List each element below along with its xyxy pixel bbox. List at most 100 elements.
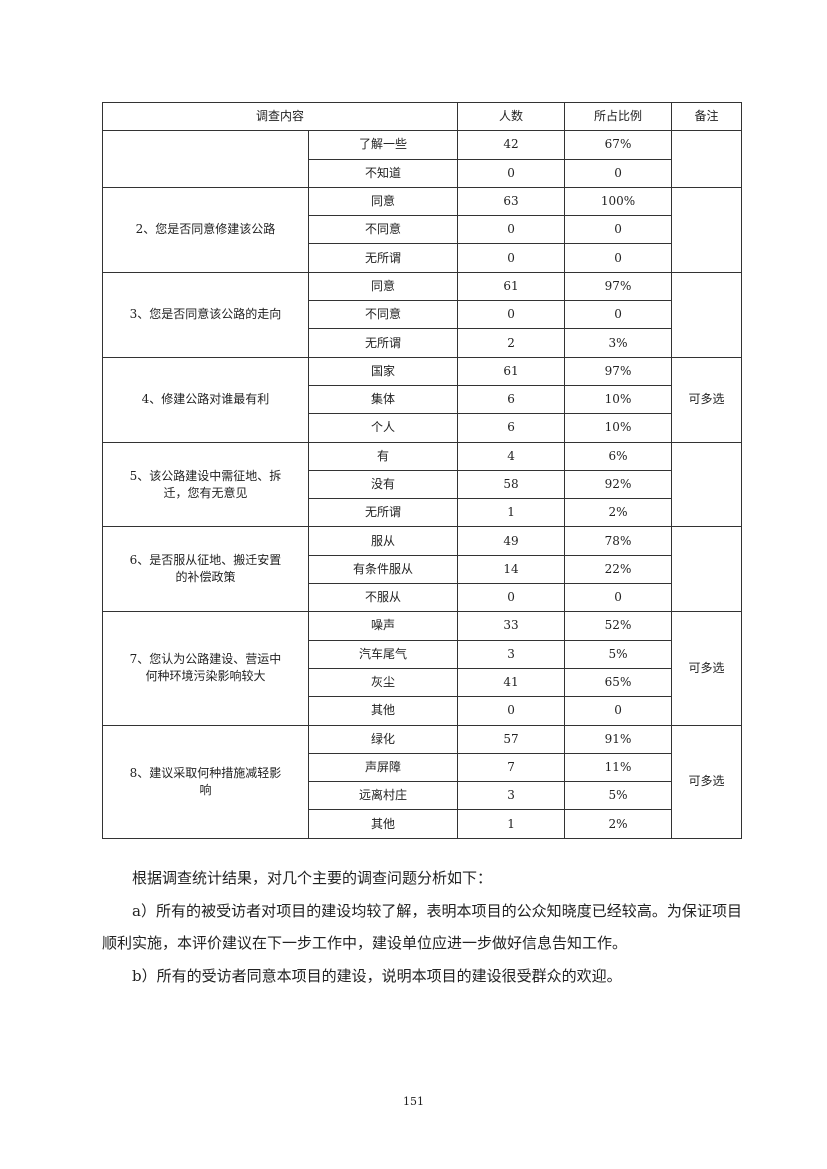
ratio-cell: 92%	[564, 469, 673, 500]
ratio-cell: 2%	[564, 809, 673, 839]
table-row: 5、该公路建设中需征地、拆迁，您有无意见有 4 6%	[102, 441, 743, 528]
question-cell: 3、您是否同意该公路的走向	[102, 271, 309, 358]
table-row: 集体 6 10%	[103, 384, 742, 415]
ratio-cell: 22%	[564, 554, 673, 585]
table-row: 灰尘 41 65%	[103, 667, 742, 698]
option-cell: 声屏障	[307, 752, 459, 783]
ratio-cell: 78%	[564, 526, 673, 556]
option-cell: 服从	[307, 526, 459, 556]
ratio-cell: 91%	[564, 724, 673, 754]
ratio-cell: 0	[564, 300, 673, 330]
paragraph-b: b）所有的受访者同意本项目的建设，说明本项目的建设很受群众的欢迎。	[132, 967, 622, 985]
count-cell: 58	[457, 469, 566, 500]
option-cell: 噪声	[307, 611, 459, 641]
ratio-cell: 65%	[564, 667, 673, 698]
ratio-cell: 0	[564, 696, 673, 726]
count-cell: 57	[457, 724, 566, 754]
note-cell	[671, 186, 743, 273]
ratio-cell: 67%	[564, 130, 673, 160]
option-cell: 不服从	[307, 583, 459, 613]
ratio-cell: 10%	[564, 413, 673, 443]
ratio-cell: 0	[564, 583, 673, 613]
note-cell	[671, 271, 743, 358]
option-cell: 远离村庄	[307, 781, 459, 811]
count-cell: 7	[457, 752, 566, 783]
option-cell: 无所谓	[307, 243, 459, 273]
count-cell: 0	[457, 243, 566, 273]
count-cell: 2	[457, 328, 566, 358]
question-cell: 6、是否服从征地、搬迁安置的补偿政策	[102, 526, 309, 613]
header-note: 备注	[671, 101, 743, 132]
table-row: 无所谓 0 0	[103, 243, 742, 273]
header-ratio: 所占比例	[564, 101, 673, 132]
table-row: 2、您是否同意修建该公路 同意 63 100%	[102, 186, 743, 273]
option-cell: 不同意	[307, 215, 459, 245]
option-cell: 没有	[307, 469, 459, 500]
count-cell: 42	[457, 130, 566, 160]
count-cell: 1	[457, 498, 566, 528]
table-row: 4、修建公路对谁最有利 国家 61 97% 可多选	[102, 356, 743, 443]
option-cell: 无所谓	[307, 498, 459, 528]
count-cell: 0	[457, 696, 566, 726]
note-cell	[671, 130, 743, 188]
table-row: 远离村庄 3 5%	[103, 781, 742, 811]
count-cell: 6	[457, 384, 566, 415]
ratio-cell: 6%	[564, 441, 673, 471]
count-cell: 0	[457, 158, 566, 188]
table-row: 其他 1 2%	[103, 809, 742, 839]
ratio-cell: 2%	[564, 498, 673, 528]
ratio-cell: 97%	[564, 356, 673, 386]
ratio-cell: 11%	[564, 752, 673, 783]
option-cell: 其他	[307, 809, 459, 839]
note-cell: 可多选	[671, 724, 743, 839]
option-cell: 其他	[307, 696, 459, 726]
count-cell: 6	[457, 413, 566, 443]
ratio-cell: 97%	[564, 271, 673, 302]
table-row: 声屏障 7 11%	[103, 752, 742, 783]
table-row: 有条件服从 14 22%	[103, 554, 742, 585]
question-cell	[102, 130, 309, 188]
count-cell: 3	[457, 781, 566, 811]
table-row: 个人 6 10%	[103, 413, 742, 443]
table-row: 汽车尾气 3 5%	[103, 639, 742, 669]
option-cell: 个人	[307, 413, 459, 443]
option-cell: 不知道	[307, 158, 459, 188]
table-row: 3、您是否同意该公路的走向 同意 61 97%	[102, 271, 743, 358]
option-cell: 了解一些	[307, 130, 459, 160]
table-row: 其他 0 0	[103, 696, 742, 726]
ratio-cell: 5%	[564, 781, 673, 811]
option-cell: 集体	[307, 384, 459, 415]
ratio-cell: 10%	[564, 384, 673, 415]
table-header-row: 调查内容 人数 所占比例 备注	[101, 101, 743, 132]
table-row: 不同意 0 0	[103, 215, 742, 245]
table-row: 不知道 0 0	[103, 158, 742, 188]
count-cell: 14	[457, 554, 566, 585]
count-cell: 63	[457, 186, 566, 217]
ratio-cell: 0	[564, 243, 673, 273]
table-row: 没有 58 92%	[103, 469, 742, 500]
count-cell: 41	[457, 667, 566, 698]
count-cell: 61	[457, 271, 566, 302]
table-row: 了解一些 42 67%	[102, 130, 743, 188]
count-cell: 61	[457, 356, 566, 386]
table-row: 无所谓 1 2%	[103, 498, 742, 528]
note-cell	[671, 526, 743, 613]
question-cell: 7、您认为公路建设、营运中何种环境污染影响较大	[102, 611, 309, 726]
count-cell: 3	[457, 639, 566, 669]
option-cell: 有	[307, 441, 459, 471]
table-row: 7、您认为公路建设、营运中何种环境污染影响较大 噪声 33 52% 可多选	[102, 611, 743, 726]
ratio-cell: 0	[564, 215, 673, 245]
option-cell: 汽车尾气	[307, 639, 459, 669]
option-cell: 灰尘	[307, 667, 459, 698]
header-content: 调查内容	[101, 101, 459, 132]
question-cell: 4、修建公路对谁最有利	[102, 356, 309, 443]
header-count: 人数	[457, 101, 566, 132]
question-cell: 8、建议采取何种措施减轻影响	[102, 724, 309, 839]
count-cell: 1	[457, 809, 566, 839]
analysis-text: 根据调查统计结果，对几个主要的调查问题分析如下： a）所有的被受访者对项目的建设…	[102, 862, 742, 992]
note-cell	[671, 441, 743, 528]
ratio-cell: 100%	[564, 186, 673, 217]
page-number: 151	[403, 1095, 424, 1108]
count-cell: 49	[457, 526, 566, 556]
ratio-cell: 3%	[564, 328, 673, 358]
